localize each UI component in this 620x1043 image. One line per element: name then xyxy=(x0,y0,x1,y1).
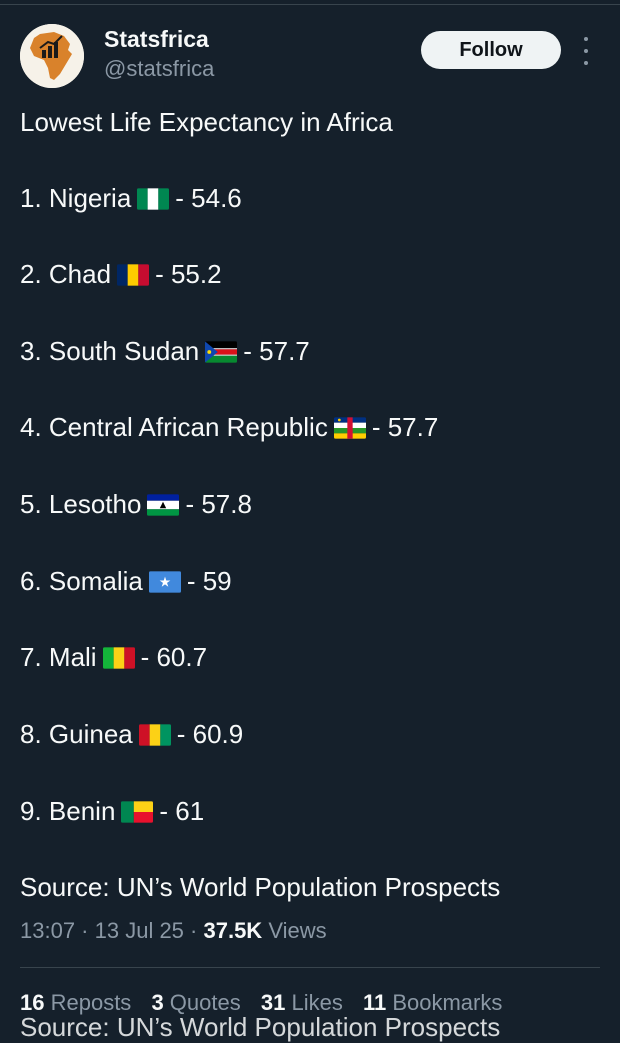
views-label: Views xyxy=(262,918,327,943)
item-value: - 57.8 xyxy=(185,489,252,519)
chad-flag-icon xyxy=(117,264,150,286)
item-label: 1. Nigeria xyxy=(20,183,132,213)
item-label: 7. Mali xyxy=(20,642,97,672)
list-item: 4. Central African Republic - 57.7 xyxy=(20,411,438,443)
item-label: 5. Lesotho xyxy=(20,489,142,519)
list-item: 8. Guinea - 60.9 xyxy=(20,718,243,750)
nigeria-flag-icon xyxy=(137,188,170,210)
south-sudan-flag-icon xyxy=(205,341,238,363)
item-label: 8. Guinea xyxy=(20,719,133,749)
guinea-flag-icon xyxy=(138,724,171,746)
item-label: 2. Chad xyxy=(20,259,112,289)
item-value: - 59 xyxy=(186,566,232,596)
item-label: 9. Benin xyxy=(20,796,116,826)
item-label: 6. Somalia xyxy=(20,566,143,596)
reposts-link[interactable]: 16 Reposts xyxy=(20,990,131,1015)
meta-separator: · xyxy=(75,918,95,943)
display-name[interactable]: Statsfrica xyxy=(104,26,209,52)
ghost-source-text: Source: UN’s World Population Prospects xyxy=(20,1012,501,1042)
reposts-count: 16 xyxy=(20,990,45,1015)
item-value: - 57.7 xyxy=(371,412,439,442)
list-item: 5. Lesotho - 57.8 xyxy=(20,488,252,520)
item-value: - 54.6 xyxy=(175,183,242,213)
benin-flag-icon xyxy=(121,801,154,823)
item-value: - 55.2 xyxy=(155,259,222,289)
item-label: 3. South Sudan xyxy=(20,336,200,366)
tweet-date[interactable]: 13 Jul 25 xyxy=(94,918,184,943)
more-options-icon[interactable] xyxy=(578,37,594,65)
user-handle[interactable]: @statsfrica xyxy=(104,56,215,81)
stats-divider xyxy=(20,967,600,968)
list-item: 2. Chad - 55.2 xyxy=(20,258,222,290)
bookmarks-link[interactable]: 11 Bookmarks xyxy=(363,990,502,1015)
item-value: - 60.9 xyxy=(176,719,244,749)
tweet-time[interactable]: 13:07 xyxy=(20,918,76,943)
item-value: - 57.7 xyxy=(243,336,310,366)
tweet-source: Source: UN’s World Population Prospects xyxy=(20,872,501,902)
quotes-count: 3 xyxy=(151,990,164,1015)
bookmarks-label: Bookmarks xyxy=(386,990,503,1015)
list-item: 3. South Sudan - 57.7 xyxy=(20,335,310,367)
item-value: - 61 xyxy=(159,796,205,826)
tweet-header: Statsfrica @statsfrica Follow xyxy=(20,24,600,90)
bookmarks-count: 11 xyxy=(362,990,387,1015)
likes-link[interactable]: 31 Likes xyxy=(261,990,343,1015)
somalia-flag-icon xyxy=(148,571,181,593)
avatar[interactable] xyxy=(20,24,84,88)
list-item: 1. Nigeria - 54.6 xyxy=(20,182,242,214)
africa-map-logo-icon xyxy=(20,24,84,88)
meta-separator: · xyxy=(183,918,204,943)
tweet-meta: 13:07 · 13 Jul 25 · 37.5K Views xyxy=(20,918,327,944)
likes-label: Likes xyxy=(285,990,343,1015)
lesotho-flag-icon xyxy=(147,494,180,516)
views-count: 37.5K xyxy=(203,918,263,943)
follow-button[interactable]: Follow xyxy=(421,31,561,69)
list-item: 9. Benin - 61 xyxy=(20,795,204,827)
reposts-label: Reposts xyxy=(44,990,132,1015)
list-item: 7. Mali - 60.7 xyxy=(20,641,207,673)
mali-flag-icon xyxy=(102,647,135,669)
tweet-title: Lowest Life Expectancy in Africa xyxy=(20,107,393,137)
quotes-link[interactable]: 3 Quotes xyxy=(151,990,240,1015)
quotes-label: Quotes xyxy=(163,990,241,1015)
central-african-republic-flag-icon xyxy=(333,417,366,439)
top-divider xyxy=(0,4,620,5)
item-label: 4. Central African Republic xyxy=(20,412,328,442)
item-value: - 60.7 xyxy=(140,642,208,672)
list-item: 6. Somalia - 59 xyxy=(20,565,232,597)
engagement-stats: 16 Reposts 3 Quotes 31 Likes 11 Bookmark… xyxy=(20,990,516,1016)
likes-count: 31 xyxy=(260,990,286,1015)
